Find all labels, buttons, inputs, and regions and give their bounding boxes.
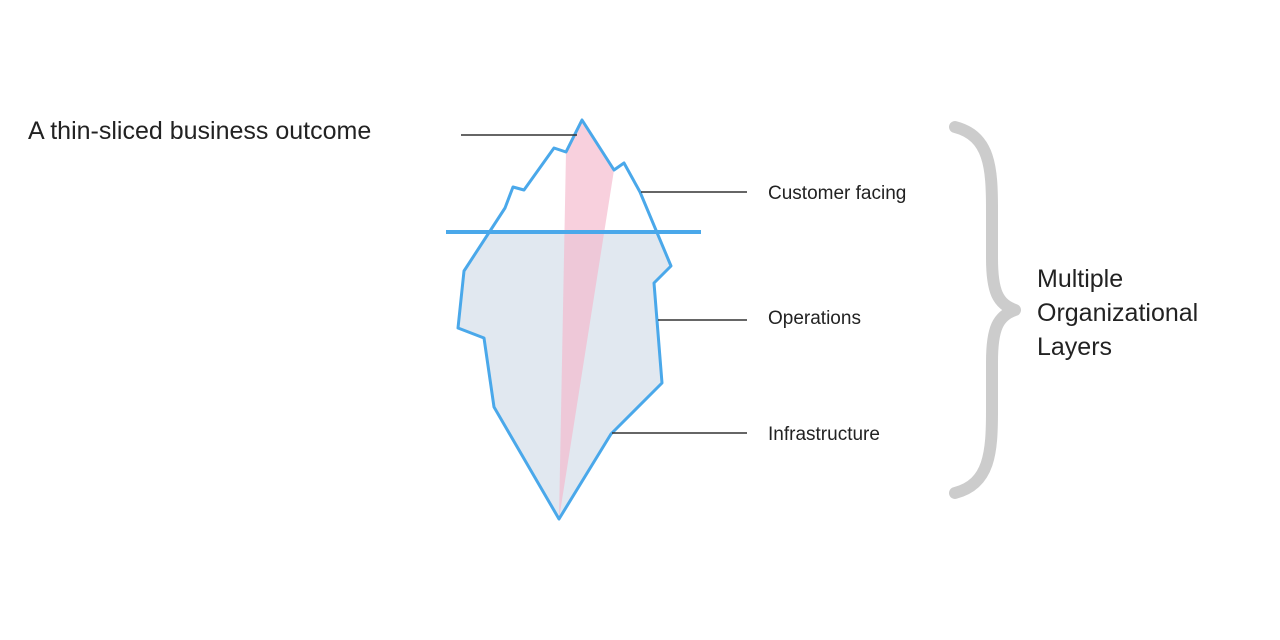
infrastructure-label: Infrastructure [768,424,880,445]
summary-line-2: Organizational [1037,299,1199,327]
organizational-layers-label: Multiple Organizational Layers [1037,262,1198,364]
operations-label: Operations [768,308,861,329]
customer-facing-label: Customer facing [768,183,907,204]
summary-line-3: Layers [1037,333,1113,361]
thin-slice-outcome-label: A thin-sliced business outcome [28,117,372,145]
iceberg-outline [456,118,673,521]
layers-brace [949,121,1021,499]
summary-line-1: Multiple [1037,265,1124,293]
thin-slice [559,120,614,519]
